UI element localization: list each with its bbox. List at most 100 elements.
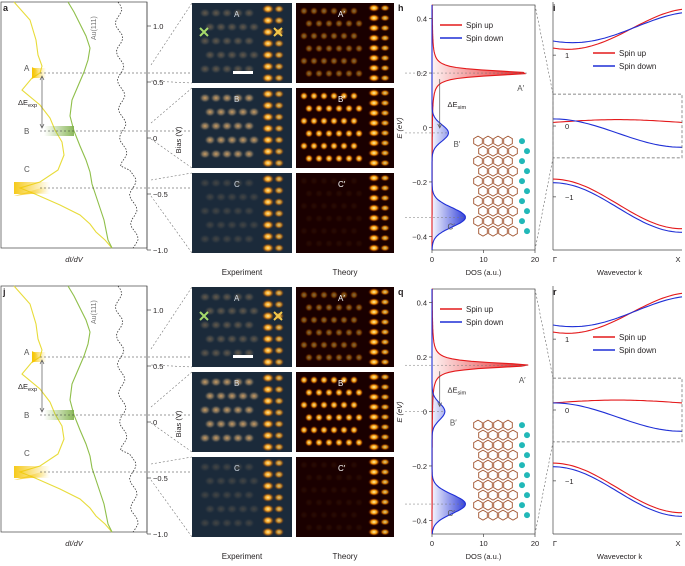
carbon-ring xyxy=(493,135,503,147)
theory-blob xyxy=(299,510,309,520)
stm-edge-blob xyxy=(262,73,274,83)
stm-edge-blob-2 xyxy=(274,147,284,156)
theory-blob xyxy=(314,328,324,337)
theory-label-1: B′ xyxy=(338,95,345,104)
theory-blob xyxy=(304,19,314,28)
theory-edge-blob xyxy=(368,328,380,336)
theory-blob xyxy=(344,498,354,507)
stm-edge-blob xyxy=(262,101,274,110)
theory-blob xyxy=(354,303,364,312)
stm-edge-blob xyxy=(262,481,274,491)
molecule-structure xyxy=(473,135,530,237)
stm-edge-blob xyxy=(262,62,274,71)
dos-spin-up-fill xyxy=(432,40,528,106)
theory-edge-blob xyxy=(368,528,380,536)
theory-edge-blob-2 xyxy=(380,214,390,222)
x-mark-icon xyxy=(199,27,283,37)
stm-edge-blob-2 xyxy=(274,198,284,206)
au-label: Au(111) xyxy=(91,300,98,324)
delta-sim-label-sub: sim xyxy=(457,390,466,396)
theory-blob xyxy=(329,510,339,520)
stm-blob xyxy=(215,220,227,230)
theory-blob xyxy=(319,400,329,410)
theory-edge-blob xyxy=(368,159,380,167)
connector-bottom-0 xyxy=(150,80,193,84)
theory-blob xyxy=(349,201,359,211)
theory-blob xyxy=(329,91,339,101)
bias-axis-label: Bias (V) xyxy=(174,410,183,437)
theory-blob xyxy=(304,498,314,507)
theory-blob xyxy=(314,129,324,138)
bias-tick-label-2: 0 xyxy=(153,418,157,427)
theory-edge-blob-2 xyxy=(380,518,390,526)
theory-blob xyxy=(324,413,334,422)
stm-edge-blob xyxy=(262,373,274,383)
carbon-ring xyxy=(503,439,513,451)
theory-edge-blob-2 xyxy=(380,508,390,516)
theory-edge-blob-2 xyxy=(380,413,390,421)
stm-blob xyxy=(215,476,227,486)
theory-blob xyxy=(309,91,319,101)
connector-top-1 xyxy=(150,87,193,124)
theory-blob xyxy=(319,31,329,41)
connector-top-1 xyxy=(150,371,193,408)
stm-blob xyxy=(210,206,222,216)
stm-blob xyxy=(204,107,216,117)
carbon-ring xyxy=(503,155,513,167)
theory-edge-blob xyxy=(368,348,380,356)
stm-edge-blob xyxy=(262,346,274,355)
theory-blob xyxy=(309,6,319,16)
theory-blob xyxy=(314,498,324,507)
stm-blob xyxy=(232,8,244,18)
carbon-ring xyxy=(498,145,508,157)
stm-blob xyxy=(243,93,255,103)
theory-blob xyxy=(344,239,354,248)
stm-blob xyxy=(215,50,227,60)
stm-blob xyxy=(243,149,255,159)
carbon-ring xyxy=(473,135,483,147)
theory-blob xyxy=(354,473,364,482)
stm-edge-blob-2 xyxy=(274,528,284,536)
stm-edge-blob xyxy=(262,220,274,230)
carbon-ring xyxy=(483,459,493,471)
theory-blob xyxy=(324,44,334,53)
theory-blob xyxy=(329,340,339,350)
theory-blob xyxy=(309,56,319,66)
stm-blob xyxy=(199,490,211,500)
stm-edge-blob-2 xyxy=(274,113,284,121)
peak-shade-b xyxy=(44,126,74,136)
carbon-ring xyxy=(478,145,488,157)
theory-blob xyxy=(339,31,349,41)
theory-edge-blob-2 xyxy=(380,234,390,242)
band-xtick-gamma: Γ xyxy=(553,539,557,548)
bias-tick-label-0: 1.0 xyxy=(153,306,163,315)
stm-edge-blob xyxy=(262,4,274,14)
nitrogen-atom xyxy=(524,472,530,479)
theory-blob xyxy=(309,31,319,41)
theory-blob xyxy=(339,201,349,211)
theory-blob xyxy=(304,44,314,53)
stm-blob xyxy=(232,320,244,330)
stm-edge-blob-2 xyxy=(274,175,284,183)
stm-edge-blob xyxy=(262,112,274,122)
stm-edge-blob-2 xyxy=(274,62,284,71)
dos-spin-down-line xyxy=(431,289,466,535)
dos-xlabel: DOS (a.u.) xyxy=(466,552,502,561)
theory-blob xyxy=(344,19,354,28)
stm-edge-blob xyxy=(262,408,274,417)
theory-blob xyxy=(304,303,314,312)
zoom-connector-top xyxy=(534,4,554,95)
stm-edge-blob-2 xyxy=(274,101,284,110)
stm-blob xyxy=(248,334,260,344)
theory-blob xyxy=(304,104,314,113)
theory-edge-blob xyxy=(368,174,380,182)
theory-blob xyxy=(354,353,364,362)
stm-blob xyxy=(199,405,211,415)
stm-edge-blob-2 xyxy=(274,420,284,428)
stm-edge-blob xyxy=(262,197,274,207)
theory-blob xyxy=(349,425,359,435)
stm-blob xyxy=(199,64,211,74)
dos-ytick-label-1: 0.2 xyxy=(417,69,427,78)
dos-xtick-label-0: 0 xyxy=(430,539,434,548)
